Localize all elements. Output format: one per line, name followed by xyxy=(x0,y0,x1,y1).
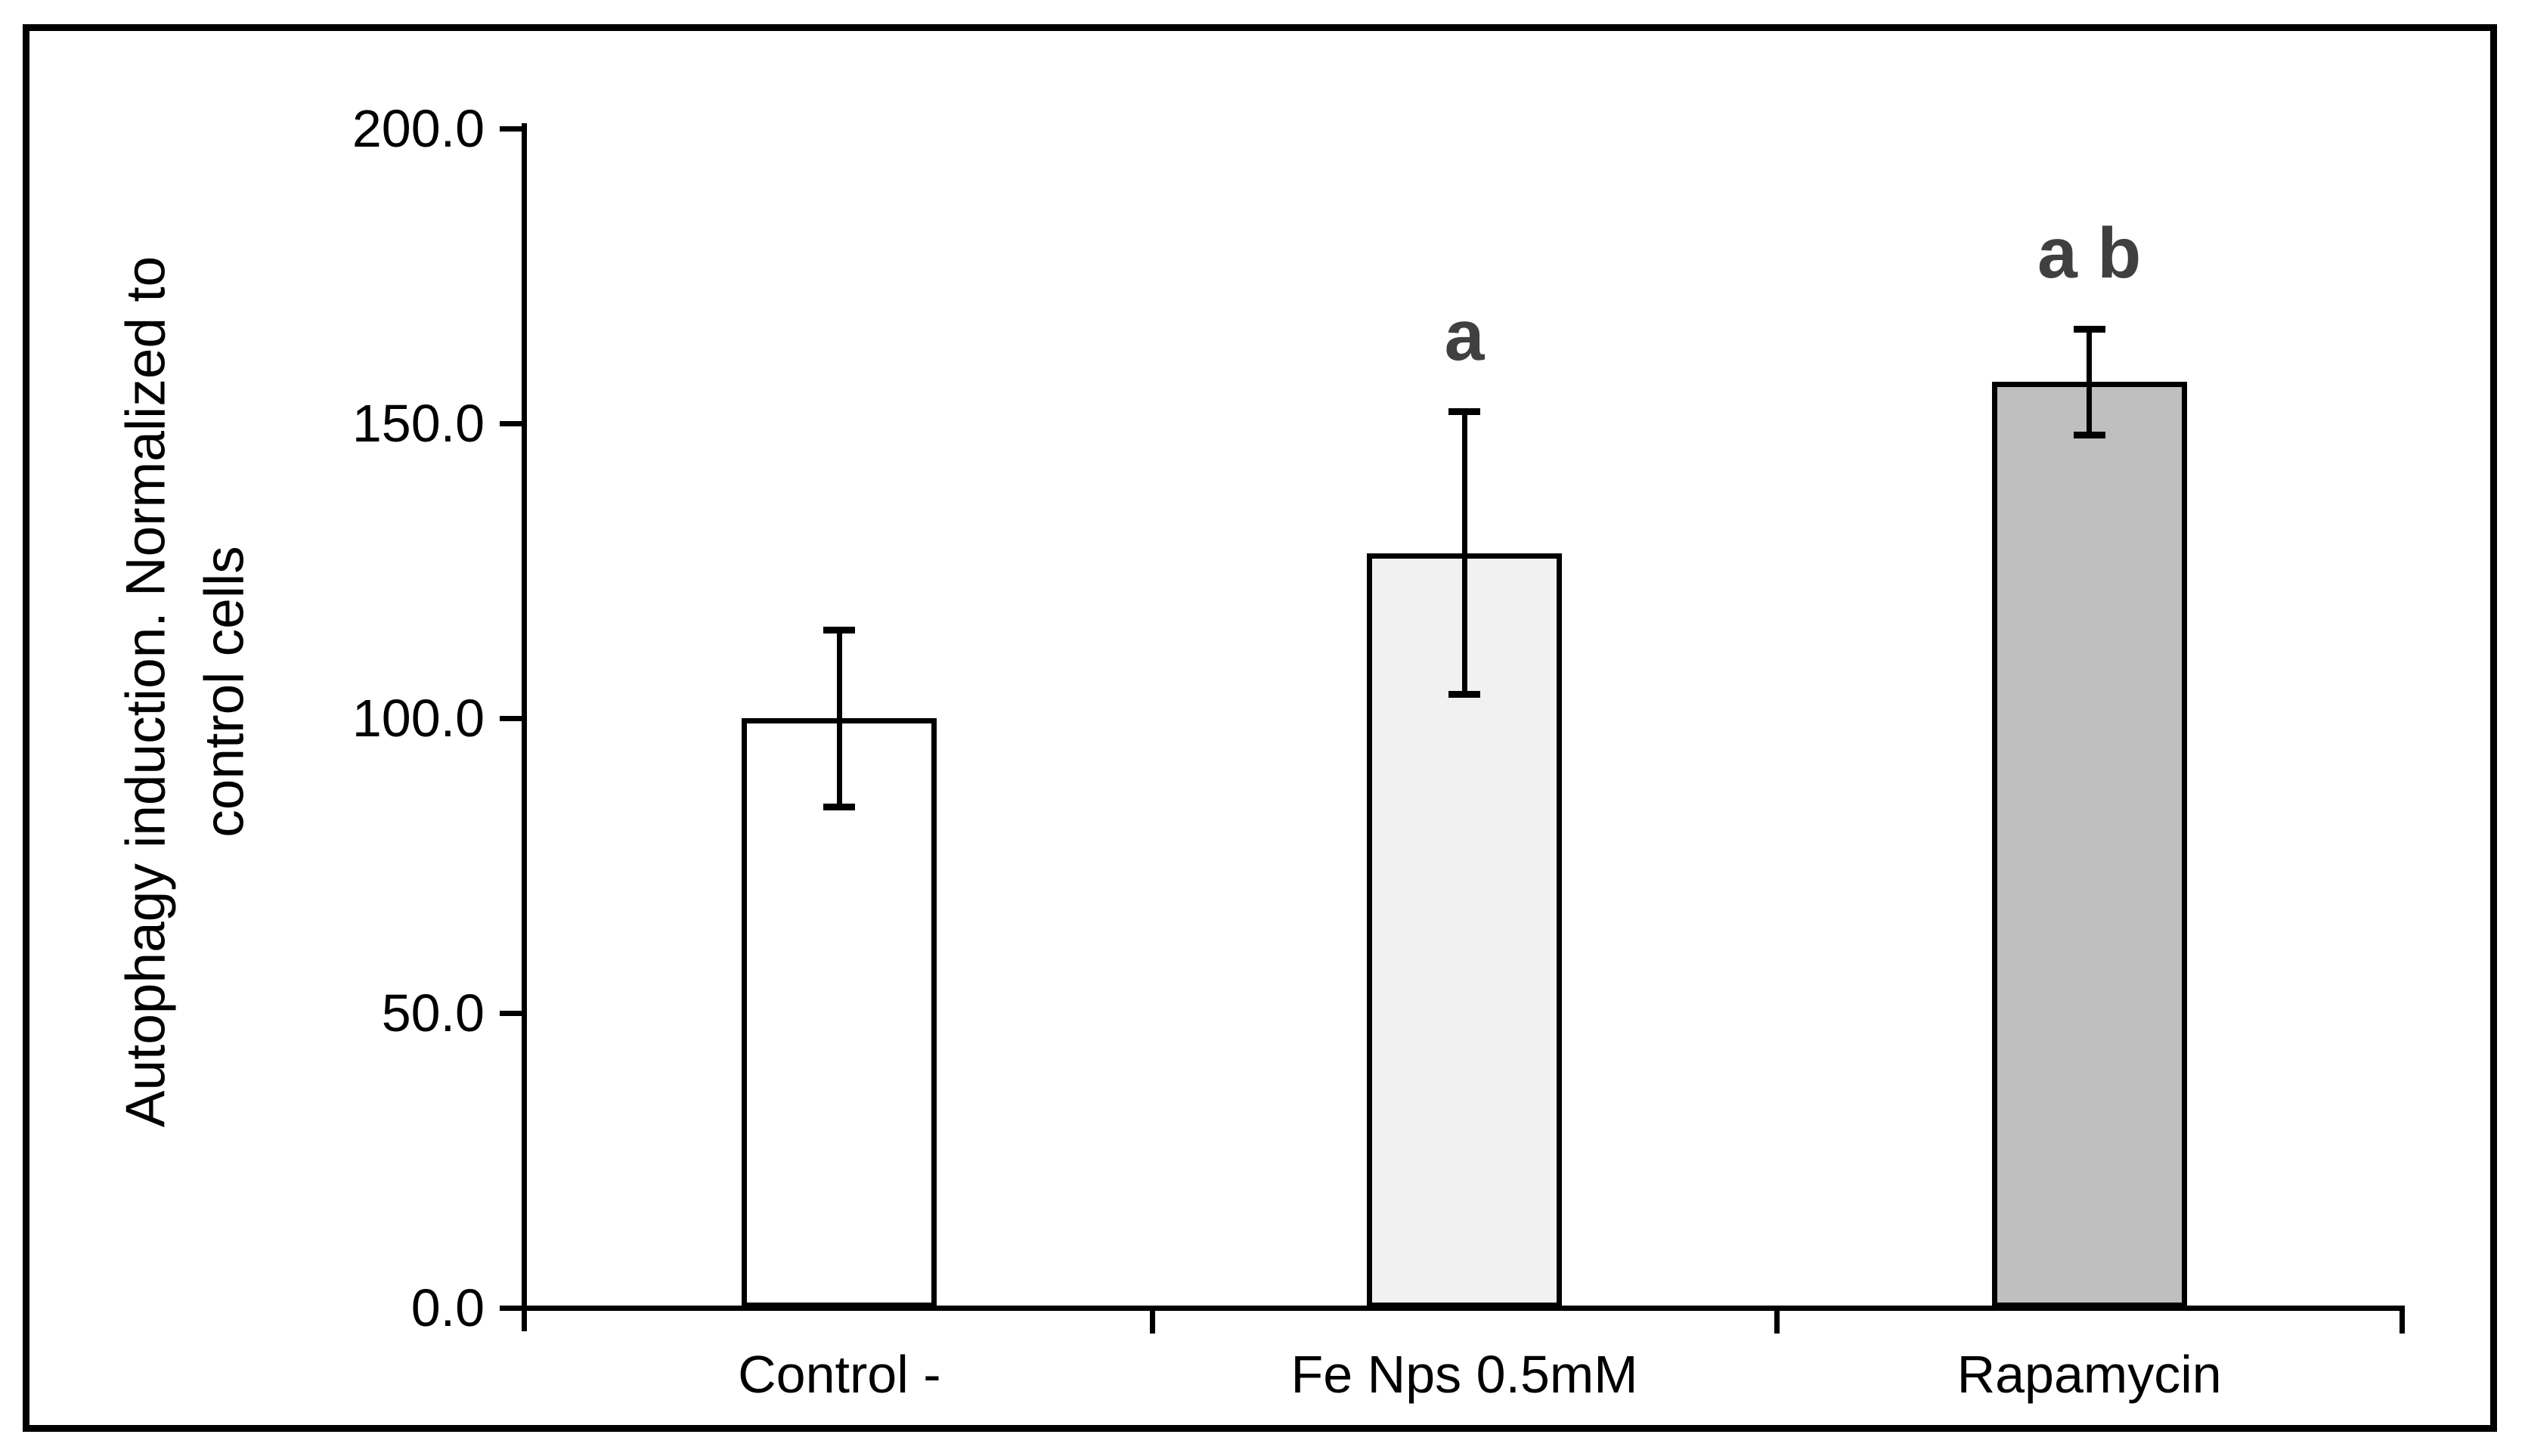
significance-label: a b xyxy=(2037,213,2142,294)
y-tick-mark xyxy=(500,126,522,132)
y-tick-mark xyxy=(500,1011,522,1016)
category-label: Control - xyxy=(738,1345,941,1404)
y-tick-label: 150.0 xyxy=(352,394,485,453)
error-bar-bottom-cap xyxy=(2073,432,2105,439)
y-tick-label: 200.0 xyxy=(352,99,485,158)
category-tick-mark xyxy=(1149,1306,1155,1334)
category-label: Fe Nps 0.5mM xyxy=(1290,1345,1638,1404)
y-tick-mark xyxy=(500,716,522,721)
error-bar-top-cap xyxy=(2073,325,2105,333)
error-bar-top-cap xyxy=(1448,407,1480,415)
y-axis-title-line1: Autophagy induction. Normalized to xyxy=(115,256,177,1128)
error-bar-bottom-cap xyxy=(823,803,856,810)
y-tick-label: 100.0 xyxy=(352,689,485,748)
significance-label: a xyxy=(1444,296,1485,376)
y-axis-line xyxy=(522,123,527,1331)
error-bar-bottom-cap xyxy=(1448,691,1480,699)
bar xyxy=(742,718,937,1308)
category-label: Rapamycin xyxy=(1956,1345,2222,1404)
y-axis-title: Autophagy induction. Normalized to contr… xyxy=(107,256,263,1127)
bar xyxy=(1991,382,2187,1308)
error-bar-top-cap xyxy=(823,626,856,634)
category-tick-mark xyxy=(2400,1306,2405,1334)
y-axis-title-line2: control cells xyxy=(194,546,255,838)
category-tick-mark xyxy=(1774,1306,1780,1334)
error-bar-line xyxy=(836,630,842,807)
error-bar-line xyxy=(1461,411,1467,695)
error-bar-line xyxy=(2087,329,2093,435)
y-tick-label: 50.0 xyxy=(381,984,485,1042)
x-axis-line xyxy=(522,1306,2404,1311)
y-tick-label: 0.0 xyxy=(411,1278,485,1337)
y-tick-mark xyxy=(500,1306,522,1311)
y-tick-mark xyxy=(500,421,522,426)
